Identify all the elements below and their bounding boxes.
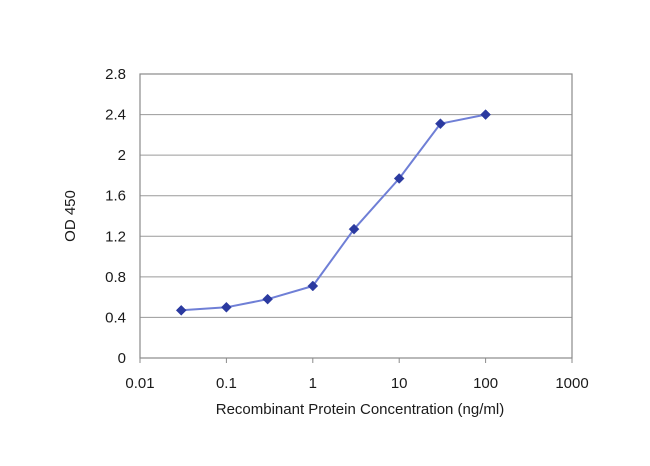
y-tick-label: 2.4 [105, 107, 126, 124]
plot-area [140, 74, 572, 358]
data-point-marker [221, 301, 232, 313]
y-tick-label: 1.2 [105, 228, 126, 245]
data-point-marker [175, 304, 187, 316]
data-point-marker [262, 293, 273, 305]
y-tick-label: 0.8 [105, 269, 126, 286]
x-axis-tick-labels: 0.01 0.1 1 10 100 1000 [125, 375, 588, 392]
y-tick-label: 2.8 [105, 66, 126, 83]
series-line [181, 113, 486, 312]
horizontal-gridlines [140, 114, 572, 318]
data-point-marker [480, 109, 491, 120]
series-group [175, 109, 491, 316]
x-tick-label: 100 [473, 375, 498, 392]
x-axis-title: Recombinant Protein Concentration (ng/ml… [216, 401, 504, 418]
data-point-marker [307, 280, 319, 292]
plot-frame [139, 73, 573, 359]
y-tick-label: 2 [118, 147, 126, 164]
y-axis-title: OD 450 [62, 190, 79, 242]
y-tick-label: 1.6 [105, 188, 126, 205]
y-tick-label: 0.4 [105, 309, 126, 326]
x-tick-label: 0.01 [125, 375, 154, 392]
data-point-marker [348, 223, 360, 235]
y-tick-label: 0 [118, 350, 126, 367]
x-tick-label: 10 [391, 375, 408, 392]
data-point-marker [393, 173, 405, 184]
x-tick-label: 0.1 [216, 375, 237, 392]
x-tick-label: 1000 [555, 375, 588, 392]
y-axis-tick-labels: 0 0.4 0.8 1.2 1.6 2 2.4 2.8 [105, 66, 126, 367]
data-point-marker [435, 118, 446, 130]
x-tick-label: 1 [309, 375, 317, 392]
x-axis-ticks [139, 358, 573, 363]
